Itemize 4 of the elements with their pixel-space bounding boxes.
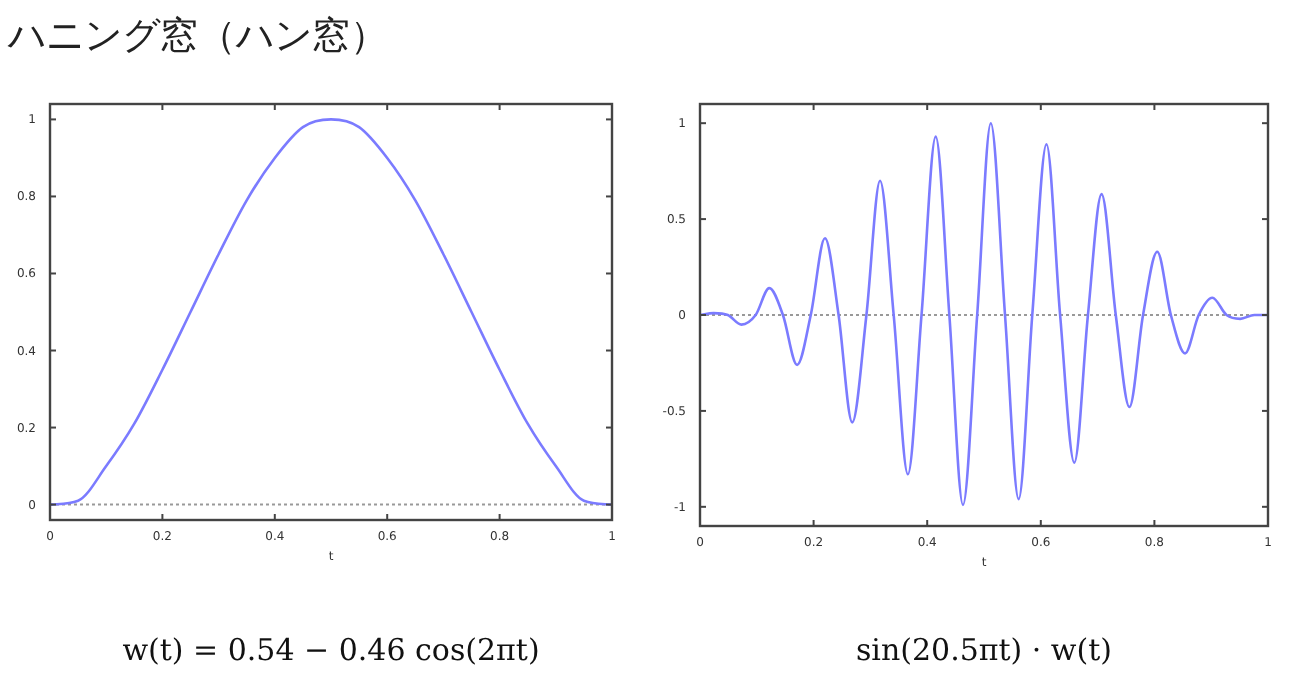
chart-title: ハニング窓（ハン窓）: [6, 14, 388, 58]
line-series: [48, 118, 614, 506]
text: sin(20.5πt) · w(t): [855, 632, 1113, 668]
text: w(t) = 0.54 − 0.46 cos(2πt): [122, 632, 540, 668]
